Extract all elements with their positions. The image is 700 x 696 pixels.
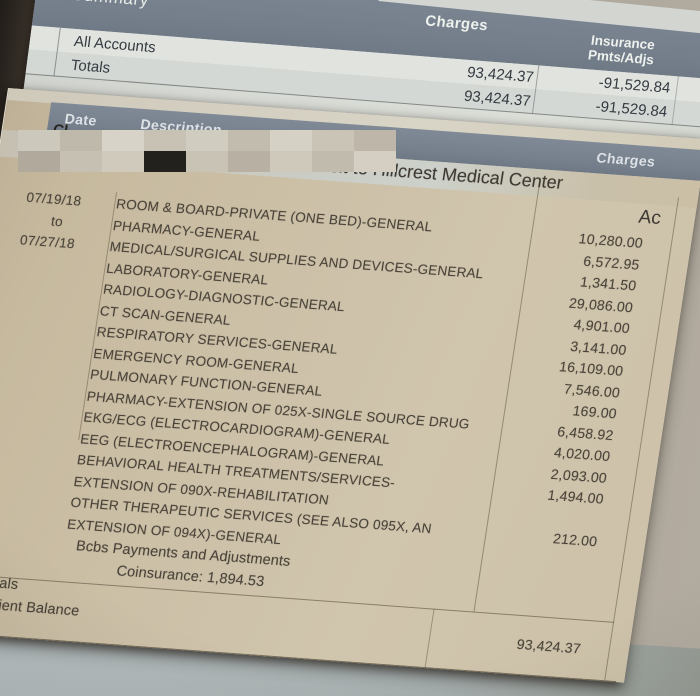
redaction-pixel [18,130,60,151]
redaction-pixel [228,151,270,172]
clipped-account-label: Ac [637,206,663,230]
redaction-pixel [102,151,144,172]
redaction-pixel [270,151,312,172]
line-item-table: 07/19/18 ROOM & BOARD-PRIVATE (ONE BED)-G… [0,189,644,661]
summary-title: Summary [71,0,150,11]
redaction-pixel [270,130,312,151]
redaction-pixel [228,130,270,151]
redaction-pixel [18,151,60,172]
redaction-pixel [186,151,228,172]
redaction-pixel [312,151,354,172]
date-cell: 07/19/18 [25,189,83,209]
redaction-pixel [186,130,228,151]
redaction-pixel [354,130,396,151]
redaction-pixel [144,130,186,151]
redaction-pixel [60,130,102,151]
redaction-pixel [144,151,186,172]
summary-insurance-column-header: Insurance Pmts/Adjs [559,30,685,69]
redaction-pixel [312,130,354,151]
redaction-pixel [102,130,144,151]
date-column-header: Date [63,110,98,129]
redacted-patient-name [18,130,396,172]
redaction-pixel [60,151,102,172]
redaction-pixel [354,151,396,172]
detail-page: Date Description Charges Cl 's visit to … [0,88,700,683]
charges-column-header: Charges [595,149,657,170]
amount-cell: 10,280.00 [577,230,645,251]
summary-charges-column-header: Charges [424,12,490,35]
